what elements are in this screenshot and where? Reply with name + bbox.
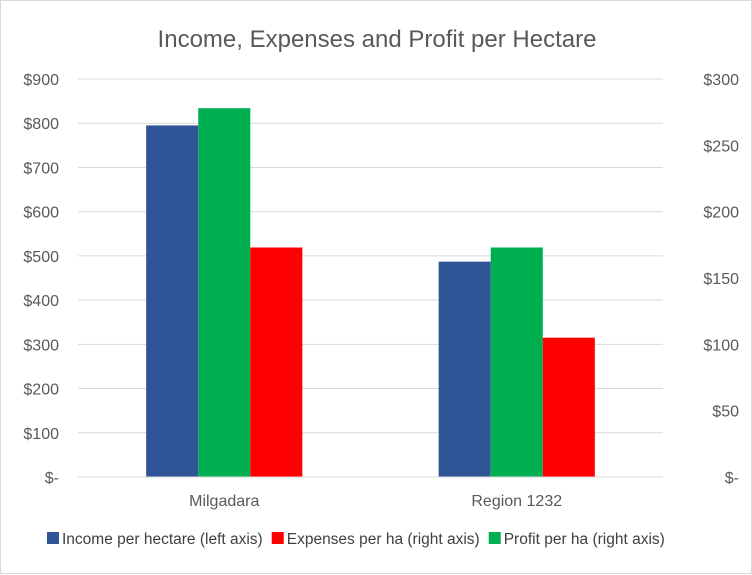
left-axis-tick-label: $600 bbox=[23, 205, 59, 222]
bar bbox=[490, 247, 543, 477]
category-label: Region 1232 bbox=[471, 493, 562, 510]
right-axis-tick-label: $50 bbox=[712, 404, 739, 421]
right-axis-tick-label: $- bbox=[725, 470, 739, 487]
bar bbox=[198, 108, 251, 477]
left-axis-tick-label: $500 bbox=[23, 249, 59, 266]
legend-swatch bbox=[488, 532, 501, 544]
legend-swatch bbox=[271, 532, 284, 544]
legend: Income per hectare (left axis) Expenses p… bbox=[47, 531, 665, 548]
bars bbox=[146, 108, 595, 477]
legend-label: Profit per ha (right axis) bbox=[504, 531, 665, 548]
legend-swatch bbox=[47, 532, 59, 544]
bar bbox=[146, 125, 199, 477]
legend-label: Expenses per ha (right axis) bbox=[287, 531, 480, 548]
bar bbox=[438, 261, 491, 477]
bar bbox=[542, 337, 595, 477]
axes: $- $100 $200 $300 $400 $500 $600 $700 $800 $900 $-… bbox=[23, 72, 739, 510]
left-axis-tick-label: $700 bbox=[23, 160, 59, 177]
bar bbox=[250, 247, 303, 477]
right-axis-tick-label: $100 bbox=[703, 337, 739, 354]
left-axis-tick-label: $400 bbox=[23, 293, 59, 310]
right-axis-tick-label: $300 bbox=[703, 72, 739, 89]
category-label: Milgadara bbox=[189, 493, 259, 510]
left-axis-tick-label: $800 bbox=[23, 116, 59, 133]
right-axis-tick-label: $250 bbox=[703, 138, 739, 155]
left-axis-tick-label: $900 bbox=[23, 72, 59, 89]
left-axis-tick-label: $100 bbox=[23, 426, 59, 443]
left-axis-tick-label: $300 bbox=[23, 337, 59, 354]
legend-label: Income per hectare (left axis) bbox=[62, 531, 263, 548]
left-axis-tick-label: $200 bbox=[23, 382, 59, 399]
left-axis-tick-label: $- bbox=[45, 470, 59, 487]
chart-title: Income, Expenses and Profit per Hectare bbox=[158, 26, 597, 53]
right-axis-tick-label: $200 bbox=[703, 205, 739, 222]
right-axis-tick-label: $150 bbox=[703, 271, 739, 288]
